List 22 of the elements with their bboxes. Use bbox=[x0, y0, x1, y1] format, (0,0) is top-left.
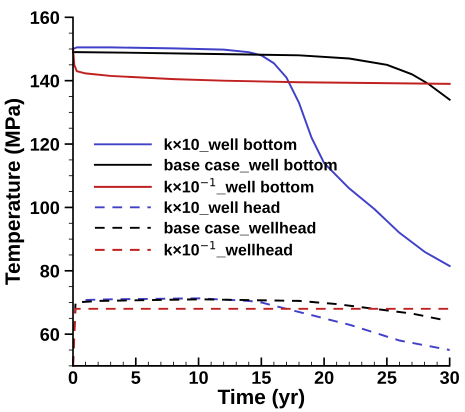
x-tick-label: 10 bbox=[190, 371, 208, 384]
y-tick-label: 120 bbox=[30, 138, 60, 151]
x-tick-label: 5 bbox=[131, 371, 140, 384]
x-tick-label: 15 bbox=[252, 371, 271, 384]
y-axis-title: Temperature (MPa) bbox=[4, 99, 24, 285]
line-series bbox=[84, 297, 451, 351]
x-tick-label: 20 bbox=[314, 371, 334, 384]
x-axis-title: Time (yr) bbox=[218, 388, 304, 408]
y-tick-label: 100 bbox=[30, 201, 60, 214]
legend-label: base case_wellhead bbox=[164, 222, 316, 236]
y-tick-label: 140 bbox=[30, 74, 60, 88]
line-series bbox=[72, 46, 451, 268]
legend-label: k×10_well head bbox=[164, 201, 280, 215]
legend-label: k×10$^{−1}$_well bottom bbox=[164, 178, 314, 194]
legend-label: k×10_well bottom bbox=[164, 138, 296, 152]
x-tick-label: 25 bbox=[377, 371, 396, 384]
y-tick-label: 160 bbox=[30, 11, 60, 24]
x-tick-label: 30 bbox=[440, 371, 459, 384]
legend-label: k×10$^{−1}$_wellhead bbox=[164, 241, 292, 258]
x-tick-label: 0 bbox=[68, 371, 78, 384]
y-tick-label: 80 bbox=[40, 264, 60, 278]
y-tick-label: 60 bbox=[40, 328, 60, 341]
